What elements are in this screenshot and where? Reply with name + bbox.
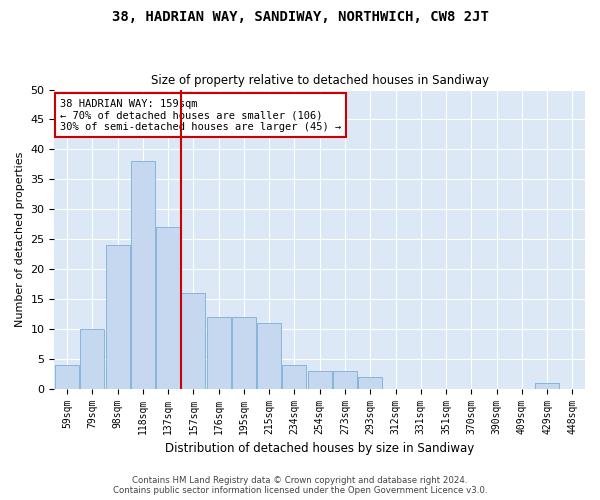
Bar — [535, 382, 559, 388]
Y-axis label: Number of detached properties: Number of detached properties — [15, 152, 25, 327]
Bar — [206, 317, 230, 388]
Bar — [283, 365, 307, 388]
Text: 38, HADRIAN WAY, SANDIWAY, NORTHWICH, CW8 2JT: 38, HADRIAN WAY, SANDIWAY, NORTHWICH, CW… — [112, 10, 488, 24]
Title: Size of property relative to detached houses in Sandiway: Size of property relative to detached ho… — [151, 74, 489, 87]
Bar — [333, 370, 357, 388]
Bar — [257, 323, 281, 388]
Bar — [55, 365, 79, 388]
Text: 38 HADRIAN WAY: 159sqm
← 70% of detached houses are smaller (106)
30% of semi-de: 38 HADRIAN WAY: 159sqm ← 70% of detached… — [60, 98, 341, 132]
Bar — [80, 329, 104, 388]
Bar — [131, 162, 155, 388]
Bar — [181, 293, 205, 388]
Bar — [106, 245, 130, 388]
Text: Contains HM Land Registry data © Crown copyright and database right 2024.
Contai: Contains HM Land Registry data © Crown c… — [113, 476, 487, 495]
X-axis label: Distribution of detached houses by size in Sandiway: Distribution of detached houses by size … — [165, 442, 475, 455]
Bar — [308, 370, 332, 388]
Bar — [156, 227, 180, 388]
Bar — [232, 317, 256, 388]
Bar — [358, 376, 382, 388]
